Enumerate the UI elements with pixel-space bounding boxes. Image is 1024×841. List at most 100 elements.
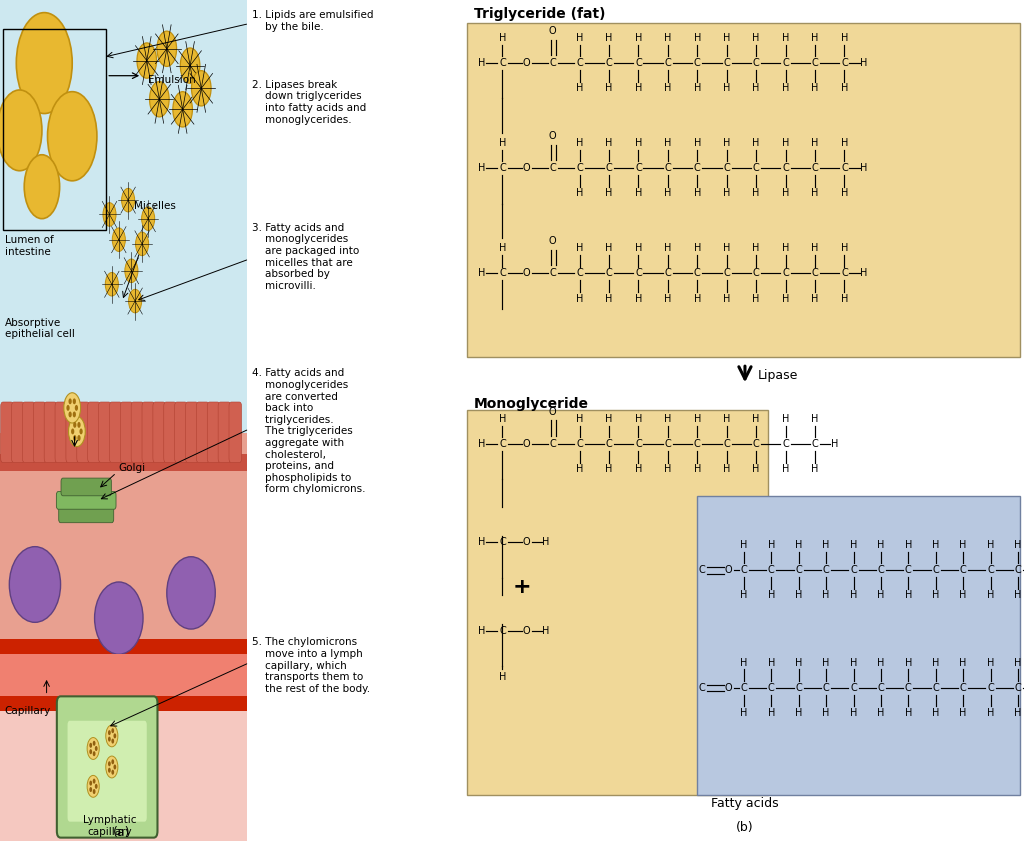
Circle shape	[112, 770, 114, 775]
Text: Absorptive
epithelial cell: Absorptive epithelial cell	[5, 318, 75, 340]
Text: C: C	[932, 565, 939, 575]
Circle shape	[141, 207, 155, 230]
Text: H: H	[723, 83, 730, 93]
Circle shape	[108, 730, 111, 735]
Circle shape	[69, 416, 85, 447]
Circle shape	[25, 155, 59, 219]
Text: C: C	[782, 268, 788, 278]
Text: H: H	[811, 138, 818, 148]
Text: H: H	[605, 83, 612, 93]
Text: H: H	[795, 658, 803, 668]
Text: H: H	[740, 658, 748, 668]
Text: C: C	[796, 565, 802, 575]
FancyBboxPatch shape	[467, 23, 1021, 357]
Text: C: C	[577, 58, 583, 68]
Text: H: H	[665, 138, 672, 148]
Text: H: H	[665, 243, 672, 253]
Text: H: H	[782, 138, 790, 148]
FancyBboxPatch shape	[142, 402, 155, 463]
Text: H: H	[478, 439, 485, 449]
Text: H: H	[635, 464, 642, 474]
Text: C: C	[665, 58, 671, 68]
Text: C: C	[550, 439, 557, 449]
Text: H: H	[932, 590, 939, 600]
Text: H: H	[932, 658, 939, 668]
FancyBboxPatch shape	[11, 402, 25, 463]
Text: H: H	[841, 294, 848, 304]
FancyBboxPatch shape	[120, 402, 133, 463]
Text: H: H	[723, 294, 730, 304]
Circle shape	[114, 733, 117, 738]
Text: H: H	[635, 83, 642, 93]
Text: H: H	[478, 537, 485, 547]
Circle shape	[103, 203, 116, 226]
Text: Fatty acids: Fatty acids	[711, 797, 779, 810]
Text: H: H	[575, 464, 584, 474]
Text: C: C	[841, 58, 848, 68]
Text: H: H	[811, 294, 818, 304]
Text: (b): (b)	[736, 822, 754, 834]
Text: H: H	[753, 243, 760, 253]
Text: H: H	[782, 294, 790, 304]
Circle shape	[71, 428, 75, 434]
Text: H: H	[753, 414, 760, 424]
Text: C: C	[635, 163, 642, 173]
Ellipse shape	[94, 582, 143, 654]
Text: C: C	[812, 163, 818, 173]
Text: H: H	[822, 540, 829, 550]
FancyBboxPatch shape	[98, 402, 112, 463]
Text: C: C	[796, 683, 802, 693]
FancyBboxPatch shape	[153, 402, 166, 463]
FancyBboxPatch shape	[229, 402, 242, 463]
Circle shape	[122, 188, 134, 212]
Text: C: C	[850, 565, 857, 575]
Text: C: C	[723, 163, 730, 173]
Text: H: H	[635, 294, 642, 304]
Text: 3. Fatty acids and
    monoglycerides
    are packaged into
    micelles that ar: 3. Fatty acids and monoglycerides are pa…	[252, 223, 358, 291]
Circle shape	[112, 738, 114, 743]
Text: C: C	[768, 683, 775, 693]
Text: C: C	[605, 163, 612, 173]
Text: O: O	[523, 268, 530, 278]
Circle shape	[89, 749, 92, 754]
Text: H: H	[1014, 708, 1022, 718]
Text: C: C	[753, 268, 760, 278]
Text: Capillary: Capillary	[5, 706, 51, 717]
FancyBboxPatch shape	[55, 402, 68, 463]
Circle shape	[80, 428, 83, 434]
Text: O: O	[549, 26, 556, 36]
Text: C: C	[822, 683, 829, 693]
Text: C: C	[850, 683, 857, 693]
Text: H: H	[878, 708, 885, 718]
Text: H: H	[904, 658, 912, 668]
Circle shape	[112, 759, 114, 764]
Text: Monoglyceride: Monoglyceride	[473, 397, 589, 411]
Text: H: H	[987, 658, 994, 668]
Text: Lipase: Lipase	[758, 368, 798, 382]
Text: H: H	[575, 243, 584, 253]
Circle shape	[16, 13, 73, 114]
Text: C: C	[699, 565, 706, 575]
Text: C: C	[723, 268, 730, 278]
Text: H: H	[635, 243, 642, 253]
Text: H: H	[575, 33, 584, 43]
Text: H: H	[878, 590, 885, 600]
Text: H: H	[635, 414, 642, 424]
Text: O: O	[523, 537, 530, 547]
Text: C: C	[694, 439, 700, 449]
Circle shape	[95, 746, 97, 751]
Ellipse shape	[167, 557, 215, 629]
Text: Golgi: Golgi	[119, 463, 146, 473]
Text: H: H	[860, 268, 867, 278]
Text: H: H	[959, 658, 967, 668]
Text: C: C	[499, 439, 506, 449]
Text: C: C	[694, 268, 700, 278]
Text: H: H	[1014, 590, 1022, 600]
Text: H: H	[723, 138, 730, 148]
Text: Triglyceride (fat): Triglyceride (fat)	[473, 7, 605, 21]
Text: O: O	[523, 439, 530, 449]
Circle shape	[63, 393, 81, 423]
Text: 4. Fatty acids and
    monoglycerides
    are converted
    back into
    trigly: 4. Fatty acids and monoglycerides are co…	[252, 368, 366, 495]
Text: H: H	[605, 464, 612, 474]
Text: H: H	[1014, 540, 1022, 550]
